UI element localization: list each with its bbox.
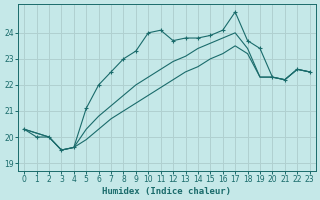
X-axis label: Humidex (Indice chaleur): Humidex (Indice chaleur) [102, 187, 231, 196]
